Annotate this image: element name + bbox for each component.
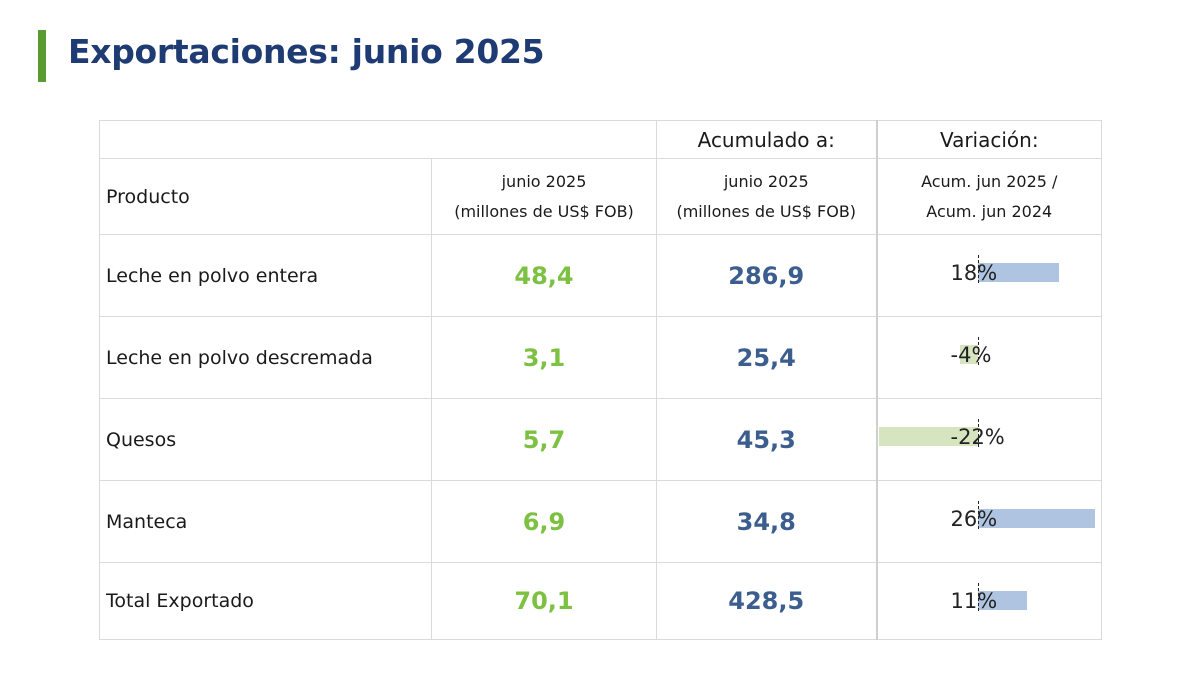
header-junio-line2: (millones de US$ FOB) — [454, 201, 634, 221]
header-variacion: Variación: — [876, 120, 1102, 159]
variacion-label: 26% — [950, 507, 998, 531]
variacion-label: 18% — [950, 261, 998, 285]
title-accent-bar — [38, 30, 46, 82]
variacion-label: -22% — [950, 425, 1005, 449]
variacion-bar — [977, 509, 1095, 528]
row-variacion: 11% — [876, 562, 1102, 640]
row-acumulado-value: 34,8 — [656, 480, 878, 563]
row-junio-value: 70,1 — [431, 562, 657, 640]
header-junio: junio 2025 (millones de US$ FOB) — [431, 158, 657, 235]
header-var-line1: Acum. jun 2025 / — [921, 171, 1058, 191]
variacion-bar — [959, 345, 978, 364]
row-producto: Manteca — [99, 480, 432, 563]
variacion-label: 11% — [950, 589, 998, 613]
header-acum: junio 2025 (millones de US$ FOB) — [656, 158, 878, 235]
row-variacion: 18% — [876, 234, 1102, 317]
table-row: Manteca 6,9 34,8 26% — [99, 480, 1102, 563]
table-row: Quesos 5,7 45,3 -22% — [99, 398, 1102, 481]
row-junio-value: 6,9 — [431, 480, 657, 563]
variacion-axis — [977, 501, 979, 529]
row-acumulado-value: 286,9 — [656, 234, 878, 317]
header-acum-line1: junio 2025 — [723, 171, 809, 191]
variacion-axis — [977, 255, 979, 283]
header-top-empty — [99, 120, 657, 159]
header-producto: Producto — [99, 158, 432, 235]
row-acumulado-value: 428,5 — [656, 562, 878, 640]
header-var-line2: Acum. jun 2024 — [926, 201, 1053, 221]
variacion-bar — [878, 427, 978, 446]
row-variacion: -4% — [876, 316, 1102, 399]
page-title: Exportaciones: junio 2025 — [68, 32, 545, 71]
row-variacion: 26% — [876, 480, 1102, 563]
row-producto: Leche en polvo descremada — [99, 316, 432, 399]
header-row: Producto junio 2025 (millones de US$ FOB… — [99, 158, 1102, 235]
row-junio-value: 48,4 — [431, 234, 657, 317]
variacion-axis — [977, 419, 979, 447]
variacion-bar — [977, 591, 1027, 610]
row-producto: Leche en polvo entera — [99, 234, 432, 317]
table-row-total: Total Exportado 70,1 428,5 11% — [99, 562, 1102, 640]
row-junio-value: 5,7 — [431, 398, 657, 481]
exports-table: Acumulado a: Variación: Producto junio 2… — [99, 120, 1102, 640]
header-junio-line1: junio 2025 — [501, 171, 587, 191]
table-row: Leche en polvo descremada 3,1 25,4 -4% — [99, 316, 1102, 399]
row-junio-value: 3,1 — [431, 316, 657, 399]
header-acumulado: Acumulado a: — [656, 120, 878, 159]
row-producto: Total Exportado — [99, 562, 432, 640]
variacion-bar — [977, 263, 1059, 282]
header-acum-line2: (millones de US$ FOB) — [676, 201, 857, 221]
variacion-label: -4% — [950, 343, 992, 367]
row-acumulado-value: 25,4 — [656, 316, 878, 399]
header-var: Acum. jun 2025 / Acum. jun 2024 — [876, 158, 1102, 235]
variacion-axis — [977, 583, 979, 611]
header-row-top: Acumulado a: Variación: — [99, 120, 1102, 159]
row-acumulado-value: 45,3 — [656, 398, 878, 481]
table-row: Leche en polvo entera 48,4 286,9 18% — [99, 234, 1102, 317]
row-variacion: -22% — [876, 398, 1102, 481]
variacion-axis — [977, 337, 979, 365]
row-producto: Quesos — [99, 398, 432, 481]
